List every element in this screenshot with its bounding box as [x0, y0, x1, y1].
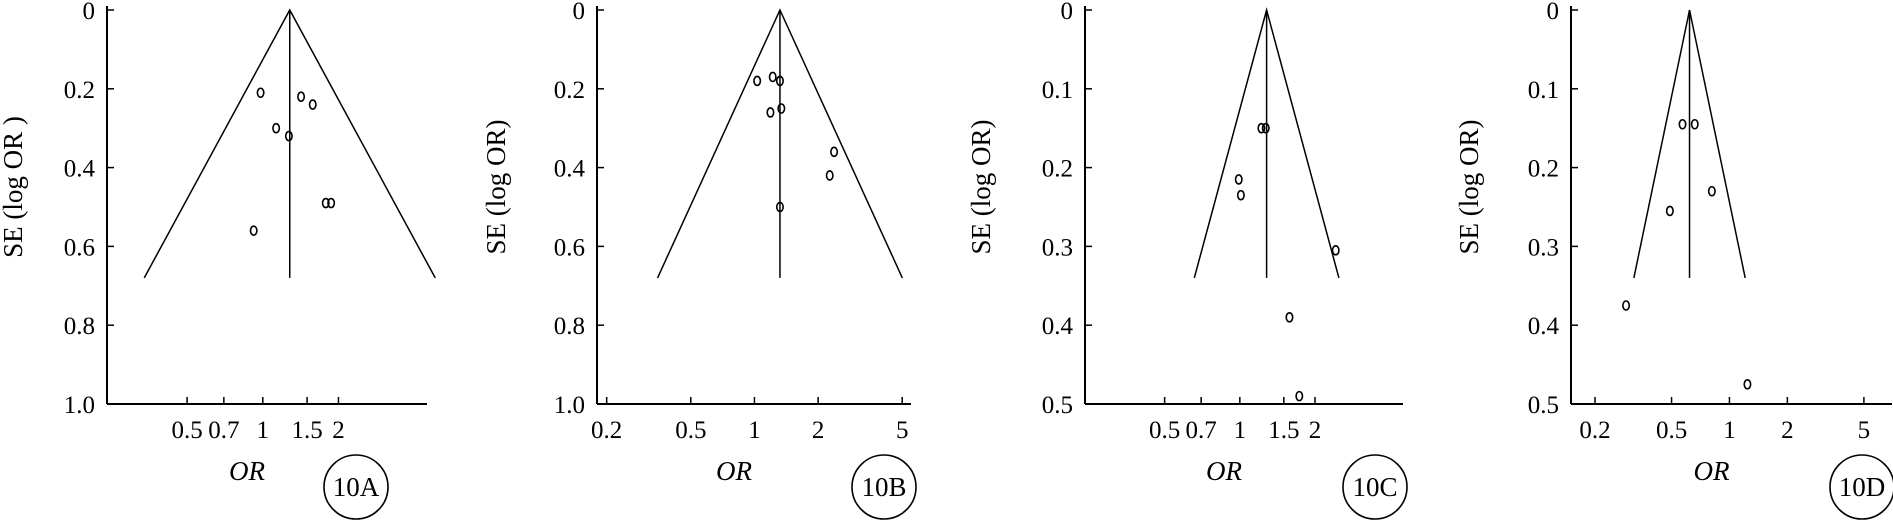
- study-point: [308, 99, 317, 110]
- panel-label: 10D: [1839, 472, 1886, 502]
- x-axis-title: OR: [1694, 456, 1730, 486]
- funnel-panel-10a: 0 0.2 0.4 0.6 0.8 1.0 0.5 0.7 1 1.5 2 OR SE (log OR …: [0, 0, 436, 520]
- study-point: [777, 103, 786, 114]
- funnel-panel-10d: 0 0.1 0.2 0.3 0.4 0.5 0.2 0.5 1 2 5 OR SE (log OR) 10…: [1454, 0, 1893, 520]
- y-tick-label: 0.2: [1042, 156, 1073, 183]
- x-tick-label: 0.5: [1656, 417, 1687, 444]
- study-point: [1257, 122, 1266, 134]
- study-point: [1622, 300, 1631, 311]
- study-point: [1678, 118, 1687, 130]
- y-tick-label: 0.4: [1528, 313, 1560, 340]
- study-point: [297, 91, 306, 102]
- y-tick-label: 0.3: [1528, 234, 1559, 261]
- study-point: [256, 87, 265, 99]
- panel-label-circle: [323, 454, 389, 520]
- x-tick-label: 0.5: [1149, 417, 1180, 444]
- study-point: [768, 71, 777, 83]
- x-tick-label: 1.5: [1268, 417, 1299, 444]
- x-tick-label: 2: [812, 417, 825, 444]
- study-point: [1295, 390, 1304, 402]
- x-tick-label: 2: [332, 417, 345, 444]
- x-tick-label: 1: [257, 417, 270, 444]
- study-point: [825, 170, 834, 181]
- panel-label: 10C: [1352, 472, 1397, 502]
- y-tick-label: 1.0: [64, 392, 95, 419]
- x-tick-label: 2: [1781, 417, 1794, 444]
- study-point: [830, 146, 839, 158]
- y-tick-label: 0.8: [64, 313, 95, 340]
- x-axis-title: OR: [229, 456, 265, 486]
- y-tick-label: 0.6: [554, 234, 585, 261]
- panel-label-circle: [851, 454, 917, 520]
- y-axis-title: SE (log OR): [966, 120, 996, 255]
- study-point: [1331, 245, 1340, 256]
- x-tick-label: 1.5: [291, 417, 322, 444]
- panel-label-circle: [1342, 454, 1408, 520]
- x-tick-label: 0.2: [591, 417, 622, 444]
- study-point: [321, 197, 330, 209]
- study-point: [775, 75, 784, 87]
- y-tick-label: 0: [83, 0, 96, 25]
- y-axis-title: SE (log OR): [1454, 120, 1484, 255]
- study-point: [1690, 118, 1699, 130]
- y-tick-label: 0.2: [554, 77, 585, 104]
- study-point: [249, 225, 258, 236]
- panel-label: 10B: [861, 472, 906, 502]
- study-point: [1261, 122, 1270, 134]
- x-tick-label: 0.7: [1186, 417, 1217, 444]
- y-tick-label: 0: [1061, 0, 1074, 25]
- x-tick-label: 0.5: [172, 417, 203, 444]
- y-tick-label: 0.3: [1042, 234, 1073, 261]
- study-point: [1285, 312, 1294, 323]
- x-tick-label: 5: [1858, 417, 1871, 444]
- y-axis-title: SE (log OR): [481, 120, 511, 255]
- x-axis-title: OR: [1206, 456, 1242, 486]
- x-axis-title: OR: [716, 456, 752, 486]
- x-tick-label: 1: [1234, 417, 1247, 444]
- x-tick-label: 0.7: [208, 417, 239, 444]
- y-tick-label: 0.1: [1042, 77, 1073, 104]
- y-tick-label: 0.2: [64, 77, 95, 104]
- study-point: [753, 75, 762, 87]
- study-point: [327, 197, 336, 209]
- y-tick-label: 0.2: [1528, 156, 1559, 183]
- y-tick-label: 0.1: [1528, 77, 1559, 104]
- study-point: [1707, 185, 1716, 197]
- y-tick-label: 0.5: [1528, 392, 1559, 419]
- panel-label: 10A: [333, 472, 380, 502]
- x-tick-label: 5: [896, 417, 909, 444]
- study-point: [1665, 205, 1674, 217]
- x-tick-label: 1: [1723, 417, 1736, 444]
- y-tick-label: 0: [1547, 0, 1560, 25]
- y-tick-label: 0.6: [64, 234, 95, 261]
- y-tick-label: 0.4: [64, 156, 96, 183]
- study-point: [1236, 189, 1245, 201]
- study-point: [775, 201, 784, 213]
- study-point: [766, 107, 775, 118]
- study-point: [1743, 378, 1752, 390]
- x-tick-label: 0.2: [1579, 417, 1610, 444]
- y-tick-label: 0: [573, 0, 586, 25]
- y-tick-label: 0.4: [1042, 313, 1074, 340]
- study-point: [272, 122, 281, 134]
- y-axis-title: SE (log OR ): [0, 116, 28, 258]
- y-tick-label: 1.0: [554, 392, 585, 419]
- y-tick-label: 0.5: [1042, 392, 1073, 419]
- study-point: [284, 130, 293, 142]
- panel-label-circle: [1829, 454, 1893, 520]
- x-tick-label: 1: [748, 417, 761, 444]
- study-point: [1234, 174, 1243, 185]
- x-tick-label: 0.5: [675, 417, 706, 444]
- y-tick-label: 0.8: [554, 313, 585, 340]
- x-tick-label: 2: [1309, 417, 1322, 444]
- y-tick-label: 0.4: [554, 156, 586, 183]
